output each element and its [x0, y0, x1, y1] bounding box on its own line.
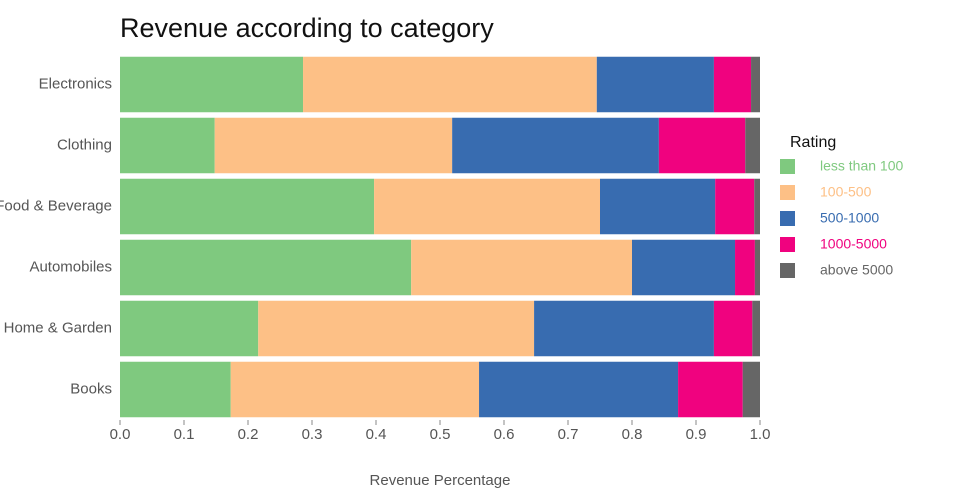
x-tick-label: 0.1 [174, 426, 195, 443]
bar-segment [452, 117, 659, 174]
bar-segment [745, 117, 760, 174]
bar-segment [715, 178, 755, 235]
legend-swatch [780, 263, 795, 278]
x-tick-label: 0.5 [430, 426, 451, 443]
legend-label: above 5000 [820, 262, 893, 278]
bar-segment [658, 117, 746, 174]
bar-segment [752, 300, 760, 357]
y-tick-label: Food & Beverage [0, 197, 112, 214]
legend-label: 500-1000 [820, 210, 879, 226]
legend-swatch [780, 237, 795, 252]
bar-segment [678, 361, 743, 418]
x-tick-label: 0.0 [110, 426, 131, 443]
bar-segment [120, 300, 259, 357]
bar-segment [303, 56, 597, 113]
bar-segment [120, 117, 215, 174]
x-tick-label: 0.8 [622, 426, 643, 443]
bar-segment [742, 361, 760, 418]
x-tick-label: 1.0 [750, 426, 771, 443]
bar-segment [120, 239, 412, 296]
bar-segment [600, 178, 716, 235]
legend-swatch [780, 159, 795, 174]
bar-segment [713, 56, 752, 113]
legend-swatch [780, 185, 795, 200]
bar-segment [751, 56, 760, 113]
x-tick-label: 0.2 [238, 426, 259, 443]
bar-segment [534, 300, 714, 357]
bar-segment [258, 300, 535, 357]
legend-label: 100-500 [820, 184, 872, 200]
legend-label: less than 100 [820, 158, 903, 174]
x-axis-label: Revenue Percentage [370, 472, 511, 489]
x-tick-label: 0.9 [686, 426, 707, 443]
bar-segment [374, 178, 600, 235]
bar-segment [120, 56, 304, 113]
legend-label: 1000-5000 [820, 236, 887, 252]
bar-segment [596, 56, 714, 113]
x-tick-label: 0.7 [558, 426, 579, 443]
x-tick-label: 0.6 [494, 426, 515, 443]
x-tick-label: 0.3 [302, 426, 323, 443]
x-tick-label: 0.4 [366, 426, 387, 443]
y-tick-label: Clothing [57, 136, 112, 153]
bar-segment [754, 239, 760, 296]
bar-segment [120, 178, 375, 235]
y-tick-label: Electronics [39, 75, 112, 92]
bar-segment [214, 117, 453, 174]
y-tick-label: Books [70, 380, 112, 397]
bar-segment [754, 178, 760, 235]
chart-title: Revenue according to category [120, 13, 494, 43]
bar-segment [230, 361, 480, 418]
bar-segment [411, 239, 632, 296]
bar-segment [120, 361, 231, 418]
bar-segment [479, 361, 679, 418]
y-tick-label: Automobiles [29, 258, 112, 275]
legend-title: Rating [790, 134, 836, 151]
legend-swatch [780, 211, 795, 226]
bar-segment [735, 239, 755, 296]
bar-segment [713, 300, 753, 357]
bar-segment [632, 239, 736, 296]
y-tick-label: Home & Garden [4, 319, 112, 336]
